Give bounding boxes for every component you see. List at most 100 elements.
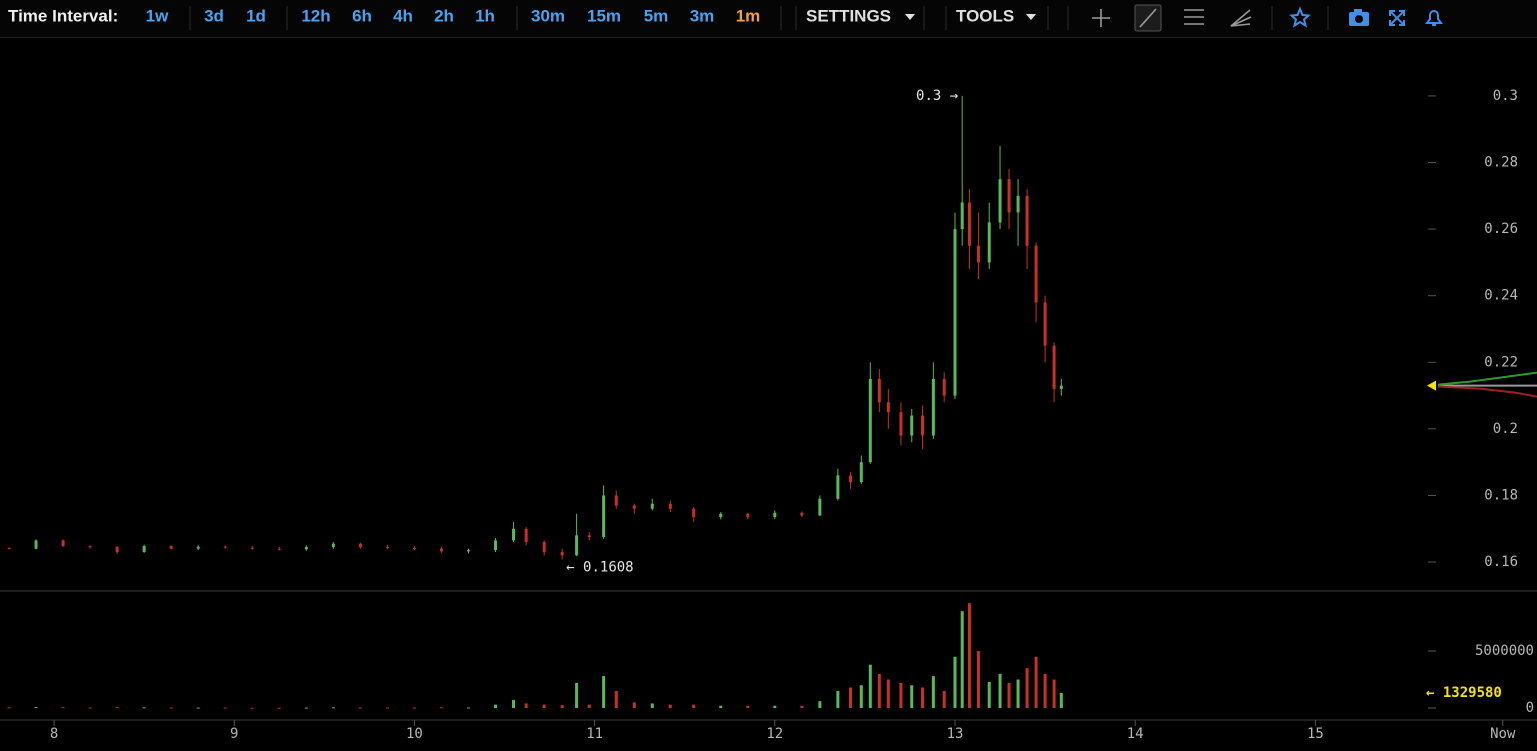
candle-body xyxy=(1025,195,1029,246)
volume-bar xyxy=(1052,679,1056,709)
crosshair-tool[interactable] xyxy=(1092,9,1110,27)
candle-body xyxy=(719,513,723,518)
volume-bar xyxy=(1043,673,1047,709)
horizontal-lines-tool[interactable] xyxy=(1184,9,1204,25)
interval-button[interactable]: 15m xyxy=(587,6,621,25)
volume-bar xyxy=(931,676,935,709)
interval-button[interactable]: 1h xyxy=(475,6,495,25)
candle-body xyxy=(7,548,11,550)
candle-body xyxy=(439,548,443,552)
candle-body xyxy=(494,540,498,551)
volume-bar xyxy=(34,707,38,709)
volume-bar xyxy=(277,707,281,709)
candle-body xyxy=(668,503,672,509)
interval-button[interactable]: 1d xyxy=(246,6,266,25)
y2-tick-label: 5000000 xyxy=(1475,643,1534,659)
candle-body xyxy=(169,546,173,549)
candle-body xyxy=(868,378,872,463)
candle-body xyxy=(632,505,636,509)
interval-button[interactable]: 3d xyxy=(204,6,224,25)
fan-tool[interactable] xyxy=(1230,9,1252,27)
candle-body xyxy=(575,535,579,556)
candle-body xyxy=(998,179,1002,223)
volume-bar xyxy=(494,704,498,709)
candle-body xyxy=(277,548,281,550)
x-tick-label: 8 xyxy=(50,726,58,742)
candle-body xyxy=(331,543,335,548)
interval-button[interactable]: 1w xyxy=(146,6,169,25)
volume-bar xyxy=(668,704,672,709)
dropdown-arrow xyxy=(1026,14,1036,20)
interval-button[interactable]: 4h xyxy=(393,6,413,25)
volume-bar xyxy=(575,682,579,709)
candle-body xyxy=(1043,302,1047,346)
candle-body xyxy=(542,542,546,553)
settings-menu[interactable]: SETTINGS xyxy=(806,6,891,25)
interval-button[interactable]: 2h xyxy=(434,6,454,25)
volume-bar xyxy=(196,707,200,709)
volume-bar xyxy=(7,707,11,709)
x-tick-label: 11 xyxy=(586,726,603,742)
candle-body xyxy=(987,222,991,263)
candle-body xyxy=(1034,245,1038,303)
candle-body xyxy=(818,498,822,516)
interval-button[interactable]: 1m xyxy=(736,6,761,25)
volume-bar xyxy=(61,707,65,709)
candle-body xyxy=(848,475,852,483)
y-tick-label: 0.18 xyxy=(1484,487,1518,503)
candle-body xyxy=(1052,345,1056,389)
interval-button[interactable]: 6h xyxy=(352,6,372,25)
y-tick-label: 0.28 xyxy=(1484,155,1518,171)
interval-button[interactable]: 30m xyxy=(531,6,565,25)
candle-body xyxy=(800,512,804,516)
high-annotation: 0.3 → xyxy=(916,88,958,104)
volume-bar xyxy=(358,707,362,709)
candle-body xyxy=(921,415,925,436)
candle-body xyxy=(614,495,618,506)
favorite-button[interactable] xyxy=(1289,6,1311,28)
volume-bar xyxy=(466,707,470,709)
volume-bar xyxy=(1025,668,1029,709)
volume-bar xyxy=(512,700,516,709)
alert-button[interactable] xyxy=(1425,10,1443,26)
interval-button[interactable]: 12h xyxy=(301,6,330,25)
volume-bar xyxy=(542,704,546,709)
candle-body xyxy=(524,528,528,543)
volume-bar xyxy=(848,687,852,709)
candle-body xyxy=(960,202,964,230)
volume-bar xyxy=(1059,692,1063,709)
volume-bar xyxy=(412,707,416,709)
candle-body xyxy=(587,535,591,538)
interval-button[interactable]: 5m xyxy=(644,6,669,25)
volume-bar xyxy=(439,707,443,709)
volume-bar xyxy=(560,705,564,709)
volume-bar xyxy=(960,611,964,709)
volume-bar xyxy=(1034,656,1038,709)
screenshot-button[interactable] xyxy=(1349,9,1369,26)
interval-button[interactable]: 3m xyxy=(690,6,715,25)
volume-bar xyxy=(942,690,946,709)
volume-bar xyxy=(524,703,528,709)
low-annotation: ← 0.1608 xyxy=(566,559,633,575)
candle-body xyxy=(602,495,606,538)
candle-body xyxy=(466,550,470,552)
candle-body xyxy=(1007,179,1011,213)
x-tick-label: 10 xyxy=(406,726,423,742)
volume-bar xyxy=(899,682,903,709)
separators xyxy=(189,6,1329,30)
y-tick-label: 0.24 xyxy=(1484,288,1518,304)
line-tool[interactable] xyxy=(1134,4,1162,32)
volume-bar xyxy=(250,707,254,709)
volume-bar xyxy=(331,707,335,709)
volume-bar xyxy=(953,656,957,709)
volume-bar xyxy=(886,679,890,709)
candle-body xyxy=(250,547,254,549)
current-price-marker xyxy=(1427,380,1436,391)
fullscreen-button[interactable] xyxy=(1389,10,1405,26)
candle-body xyxy=(836,475,840,499)
volume-bar xyxy=(800,705,804,709)
candle-body xyxy=(1016,195,1020,213)
volume-bar xyxy=(614,690,618,709)
tools-menu[interactable]: TOOLS xyxy=(956,6,1014,25)
